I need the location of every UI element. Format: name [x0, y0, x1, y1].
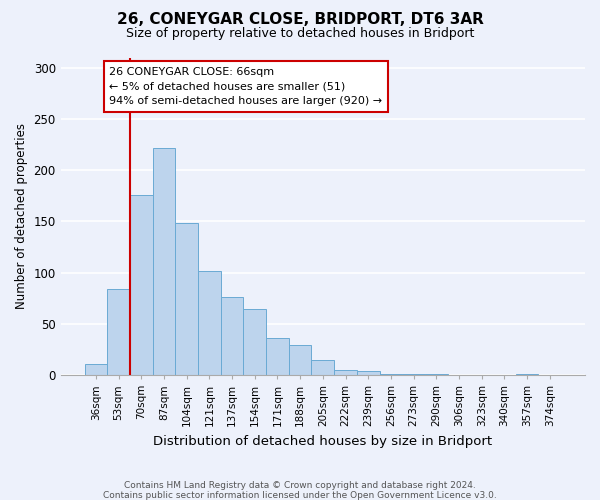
Y-axis label: Number of detached properties: Number of detached properties: [15, 124, 28, 310]
Bar: [425, 374, 448, 375]
Bar: [85, 364, 107, 375]
Bar: [175, 224, 198, 375]
Bar: [357, 371, 380, 375]
X-axis label: Distribution of detached houses by size in Bridport: Distribution of detached houses by size …: [153, 434, 493, 448]
Text: 26, CONEYGAR CLOSE, BRIDPORT, DT6 3AR: 26, CONEYGAR CLOSE, BRIDPORT, DT6 3AR: [116, 12, 484, 28]
Bar: [130, 194, 152, 375]
Bar: [198, 270, 221, 375]
Text: Contains HM Land Registry data © Crown copyright and database right 2024.: Contains HM Land Registry data © Crown c…: [124, 481, 476, 490]
Bar: [152, 148, 175, 375]
Bar: [266, 338, 289, 375]
Bar: [380, 374, 402, 375]
Bar: [402, 374, 425, 375]
Bar: [107, 289, 130, 375]
Bar: [221, 297, 244, 375]
Bar: [311, 360, 334, 375]
Text: 26 CONEYGAR CLOSE: 66sqm
← 5% of detached houses are smaller (51)
94% of semi-de: 26 CONEYGAR CLOSE: 66sqm ← 5% of detache…: [109, 66, 383, 106]
Bar: [289, 346, 311, 375]
Text: Size of property relative to detached houses in Bridport: Size of property relative to detached ho…: [126, 28, 474, 40]
Bar: [516, 374, 538, 375]
Bar: [244, 310, 266, 375]
Bar: [334, 370, 357, 375]
Text: Contains public sector information licensed under the Open Government Licence v3: Contains public sector information licen…: [103, 491, 497, 500]
